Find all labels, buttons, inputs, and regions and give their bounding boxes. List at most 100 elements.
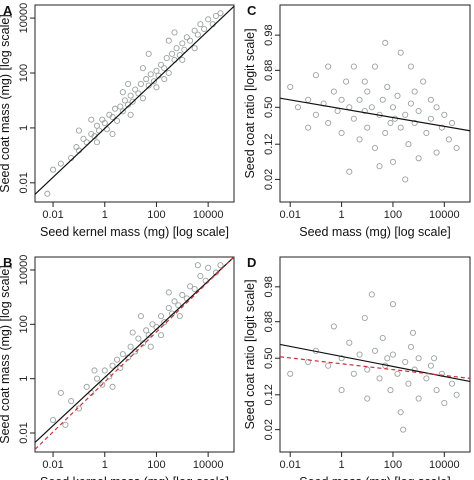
data-point bbox=[305, 358, 312, 365]
data-point bbox=[147, 343, 154, 350]
data-point bbox=[397, 409, 404, 416]
data-point bbox=[402, 111, 409, 118]
data-point bbox=[405, 141, 412, 148]
data-point bbox=[389, 301, 397, 308]
x-tick-label: 100 bbox=[147, 459, 165, 471]
data-point bbox=[129, 329, 136, 336]
data-point bbox=[217, 262, 224, 269]
solid-fit-line bbox=[280, 97, 470, 132]
solid-fit-line bbox=[35, 5, 234, 195]
y-axis-label: Seed coat ratio [logit scale] bbox=[243, 28, 257, 178]
x-tick-label: 0.01 bbox=[280, 459, 301, 471]
data-point bbox=[147, 71, 154, 78]
x-tick-label: 0.01 bbox=[42, 209, 63, 221]
data-point bbox=[384, 355, 391, 362]
data-point bbox=[88, 116, 95, 123]
data-point bbox=[427, 362, 434, 369]
data-point bbox=[101, 367, 108, 374]
data-point bbox=[114, 117, 121, 124]
plot-frame bbox=[279, 256, 471, 453]
panel-letter: C bbox=[247, 3, 257, 18]
solid-fit-line bbox=[35, 257, 234, 443]
data-point bbox=[312, 111, 319, 118]
data-point bbox=[101, 120, 108, 127]
data-point bbox=[99, 381, 106, 388]
data-point bbox=[145, 82, 152, 89]
x-tick-label: 100 bbox=[384, 209, 402, 221]
data-point bbox=[448, 380, 456, 387]
data-point bbox=[364, 366, 371, 373]
data-point bbox=[415, 355, 422, 362]
data-point bbox=[394, 370, 401, 377]
data-point bbox=[445, 136, 452, 143]
data-point bbox=[394, 92, 401, 99]
data-point bbox=[201, 25, 208, 33]
x-axis-label: Seed mass (mg) [log scale] bbox=[299, 225, 450, 239]
data-point bbox=[157, 61, 165, 68]
data-point bbox=[431, 355, 438, 362]
data-point bbox=[387, 387, 394, 394]
data-point bbox=[139, 95, 146, 102]
y-tick-label: 0.01 bbox=[18, 172, 30, 193]
data-point bbox=[415, 107, 422, 115]
data-point bbox=[346, 168, 353, 175]
point-series bbox=[44, 10, 224, 197]
data-point bbox=[448, 119, 456, 127]
y-tick-label: 1 bbox=[18, 125, 30, 131]
y-tick-label: 1 bbox=[18, 376, 30, 382]
data-point bbox=[356, 136, 363, 143]
data-point bbox=[153, 84, 160, 91]
data-point bbox=[389, 158, 397, 165]
data-point bbox=[165, 69, 172, 77]
data-point bbox=[397, 49, 404, 56]
data-point bbox=[389, 104, 397, 111]
data-point bbox=[402, 176, 409, 183]
data-point bbox=[183, 34, 190, 41]
y-tick-label: 0.02 bbox=[263, 169, 275, 190]
data-point bbox=[350, 370, 357, 377]
data-point bbox=[305, 124, 312, 131]
data-point bbox=[157, 313, 165, 320]
data-point bbox=[175, 302, 182, 309]
data-point bbox=[129, 98, 136, 105]
data-point bbox=[109, 383, 116, 390]
dashed-fit-line bbox=[35, 257, 234, 450]
data-point bbox=[114, 356, 121, 363]
data-point bbox=[191, 285, 198, 293]
data-point bbox=[389, 351, 397, 358]
data-point bbox=[117, 103, 124, 110]
data-point bbox=[125, 80, 132, 87]
data-point bbox=[93, 375, 101, 382]
data-point bbox=[361, 314, 368, 321]
x-axis-label: Seed mass (mg) [log scale] bbox=[299, 475, 450, 480]
y-tick-label: 10000 bbox=[18, 255, 30, 286]
x-tick-label: 10000 bbox=[193, 459, 224, 471]
data-point bbox=[197, 21, 204, 28]
y-axis-label: Seed coat ratio [logit scale] bbox=[243, 279, 257, 429]
data-point bbox=[325, 63, 332, 70]
data-point bbox=[119, 89, 126, 96]
data-point bbox=[338, 129, 345, 137]
data-point bbox=[171, 29, 178, 36]
data-point bbox=[127, 111, 134, 118]
panel-c: C 0.01 1 100 10000 0.02 0.12 0.50 0.88 0.98 Seed m… bbox=[243, 3, 471, 239]
data-point bbox=[420, 78, 427, 85]
data-point bbox=[382, 129, 389, 137]
data-point bbox=[163, 55, 170, 62]
y-tick-label: 0.01 bbox=[18, 422, 30, 443]
data-point bbox=[80, 135, 87, 142]
x-tick-label: 1 bbox=[102, 209, 108, 221]
data-point bbox=[137, 80, 144, 87]
y-tick-label: 0.98 bbox=[263, 276, 275, 297]
data-point bbox=[217, 10, 224, 17]
data-point bbox=[127, 92, 134, 99]
data-point bbox=[382, 39, 389, 46]
x-axis-label: Seed kernel mass (mg) [log scale] bbox=[40, 225, 229, 239]
data-point bbox=[50, 416, 57, 424]
panel-letter: D bbox=[247, 255, 256, 270]
data-point bbox=[93, 139, 101, 146]
data-point bbox=[407, 343, 414, 350]
x-tick-label: 1 bbox=[339, 459, 345, 471]
data-point bbox=[415, 155, 422, 162]
x-tick-label: 1 bbox=[339, 209, 345, 221]
